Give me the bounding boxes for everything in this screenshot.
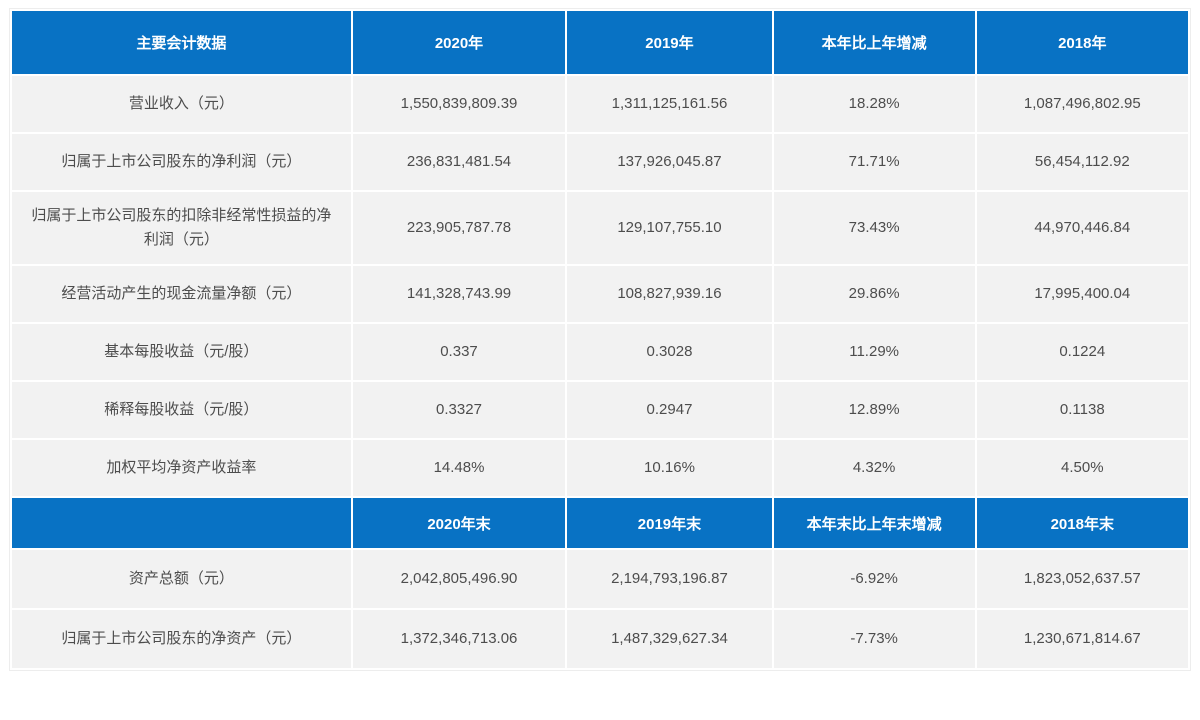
metric-label: 归属于上市公司股东的净利润（元）	[12, 134, 351, 190]
metric-value: 1,823,052,637.57	[976, 550, 1188, 608]
metric-value: 11.29%	[773, 324, 975, 380]
column-header-metric: 主要会计数据	[12, 11, 351, 74]
key-accounting-data-table: 主要会计数据 2020年 2019年 本年比上年增减 2018年 营业收入（元）…	[10, 9, 1190, 670]
metric-value: 4.32%	[773, 440, 975, 496]
column-header-2018-end: 2018年末	[976, 498, 1188, 548]
year-end-header-row: 2020年末 2019年末 本年末比上年末增减 2018年末	[12, 498, 1188, 548]
metric-value: 1,230,671,814.67	[976, 610, 1188, 668]
metric-value: 0.1224	[976, 324, 1188, 380]
metric-value: 2,194,793,196.87	[567, 550, 772, 608]
table-row-total-assets: 资产总额（元） 2,042,805,496.90 2,194,793,196.8…	[12, 550, 1188, 608]
financial-summary-table: 主要会计数据 2020年 2019年 本年比上年增减 2018年 营业收入（元）…	[9, 8, 1191, 671]
table-row-diluted-eps: 稀释每股收益（元/股） 0.3327 0.2947 12.89% 0.1138	[12, 382, 1188, 438]
metric-label: 经营活动产生的现金流量净额（元）	[12, 266, 351, 322]
metric-value: 1,311,125,161.56	[567, 76, 772, 132]
metric-value: 29.86%	[773, 266, 975, 322]
metric-label: 加权平均净资产收益率	[12, 440, 351, 496]
metric-value: 129,107,755.10	[567, 192, 772, 264]
metric-value: 4.50%	[976, 440, 1188, 496]
table-row-weighted-roe: 加权平均净资产收益率 14.48% 10.16% 4.32% 4.50%	[12, 440, 1188, 496]
metric-value: 71.71%	[773, 134, 975, 190]
metric-value: -7.73%	[773, 610, 975, 668]
column-header-yoy-change: 本年比上年增减	[773, 11, 975, 74]
metric-value: 141,328,743.99	[352, 266, 566, 322]
metric-label: 基本每股收益（元/股）	[12, 324, 351, 380]
column-header-2018: 2018年	[976, 11, 1188, 74]
column-header-yoy-end-change: 本年末比上年末增减	[773, 498, 975, 548]
metric-value: 223,905,787.78	[352, 192, 566, 264]
metric-value: 0.1138	[976, 382, 1188, 438]
metric-value: 1,487,329,627.34	[567, 610, 772, 668]
table-row-net-profit: 归属于上市公司股东的净利润（元） 236,831,481.54 137,926,…	[12, 134, 1188, 190]
metric-value: 73.43%	[773, 192, 975, 264]
metric-value: 0.3028	[567, 324, 772, 380]
metric-value: 14.48%	[352, 440, 566, 496]
column-header-2020: 2020年	[352, 11, 566, 74]
metric-value: 137,926,045.87	[567, 134, 772, 190]
metric-value: 1,550,839,809.39	[352, 76, 566, 132]
metric-value: 1,372,346,713.06	[352, 610, 566, 668]
table-row-basic-eps: 基本每股收益（元/股） 0.337 0.3028 11.29% 0.1224	[12, 324, 1188, 380]
column-header-2020-end: 2020年末	[352, 498, 566, 548]
metric-value: -6.92%	[773, 550, 975, 608]
metric-label: 稀释每股收益（元/股）	[12, 382, 351, 438]
metric-label: 资产总额（元）	[12, 550, 351, 608]
metric-value: 2,042,805,496.90	[352, 550, 566, 608]
column-header-blank	[12, 498, 351, 548]
metric-value: 10.16%	[567, 440, 772, 496]
metric-label: 营业收入（元）	[12, 76, 351, 132]
metric-value: 0.3327	[352, 382, 566, 438]
metric-value: 0.2947	[567, 382, 772, 438]
metric-value: 17,995,400.04	[976, 266, 1188, 322]
metric-value: 0.337	[352, 324, 566, 380]
metric-value: 18.28%	[773, 76, 975, 132]
table-row-revenue: 营业收入（元） 1,550,839,809.39 1,311,125,161.5…	[12, 76, 1188, 132]
annual-header-row: 主要会计数据 2020年 2019年 本年比上年增减 2018年	[12, 11, 1188, 74]
metric-value: 108,827,939.16	[567, 266, 772, 322]
table-row-net-assets: 归属于上市公司股东的净资产（元） 1,372,346,713.06 1,487,…	[12, 610, 1188, 668]
metric-value: 236,831,481.54	[352, 134, 566, 190]
table-row-net-profit-excl-nonrecurring: 归属于上市公司股东的扣除非经常性损益的净利润（元） 223,905,787.78…	[12, 192, 1188, 264]
metric-value: 12.89%	[773, 382, 975, 438]
column-header-2019: 2019年	[567, 11, 772, 74]
table-row-operating-cash-flow: 经营活动产生的现金流量净额（元） 141,328,743.99 108,827,…	[12, 266, 1188, 322]
metric-label: 归属于上市公司股东的扣除非经常性损益的净利润（元）	[12, 192, 351, 264]
metric-value: 56,454,112.92	[976, 134, 1188, 190]
column-header-2019-end: 2019年末	[567, 498, 772, 548]
metric-value: 1,087,496,802.95	[976, 76, 1188, 132]
metric-label: 归属于上市公司股东的净资产（元）	[12, 610, 351, 668]
metric-value: 44,970,446.84	[976, 192, 1188, 264]
